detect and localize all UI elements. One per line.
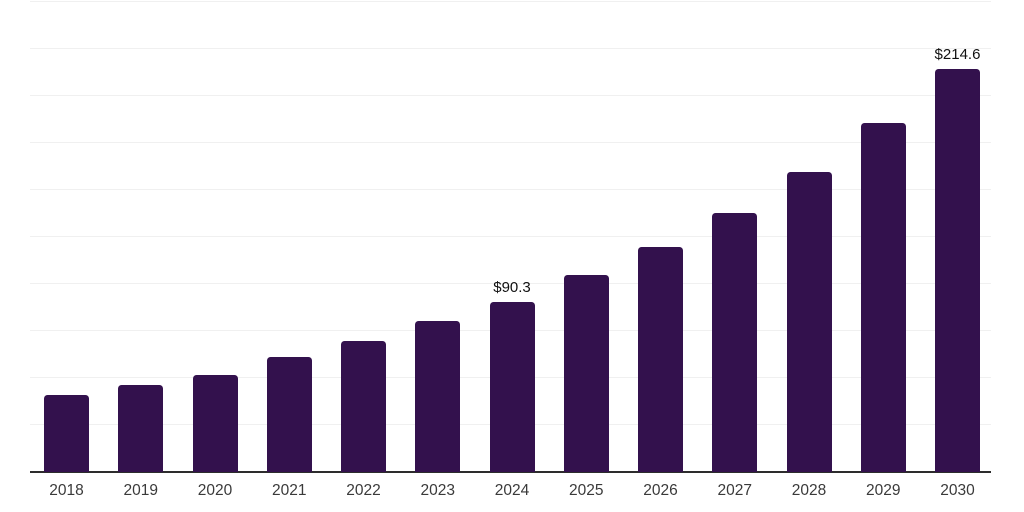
- bar-2023: [415, 321, 461, 472]
- x-tick-label-2020: 2020: [197, 482, 233, 499]
- x-tick-label-2029: 2029: [866, 482, 901, 499]
- gridline: [30, 48, 991, 49]
- bar-value-label-2030: $214.6: [934, 45, 981, 63]
- x-tick-label-2030: 2030: [940, 482, 975, 499]
- bar-2029: [860, 123, 906, 472]
- x-tick-label-2018: 2018: [49, 482, 84, 499]
- gridline: [30, 189, 991, 190]
- bar-2028: [786, 171, 832, 472]
- bar-2020: [192, 375, 238, 472]
- plot-area: $90.3 $214.6: [30, 1, 991, 473]
- bar-2018: [44, 394, 89, 472]
- bar-value-label-2024: $90.3: [493, 279, 531, 297]
- bar-2021: [266, 356, 312, 472]
- gridline: [30, 95, 991, 96]
- x-tick-label-2025: 2025: [569, 482, 604, 499]
- bar-2019: [118, 384, 164, 472]
- gridline: [30, 283, 991, 284]
- x-tick-label-2022: 2022: [346, 482, 381, 499]
- bar-2027: [712, 212, 758, 472]
- bar-2030: [935, 68, 980, 472]
- bar-2025: [563, 274, 609, 472]
- gridline: [30, 142, 991, 143]
- x-tick-label-2026: 2026: [643, 482, 678, 499]
- x-axis-line: [30, 471, 991, 473]
- x-tick-label-2024: 2024: [494, 482, 530, 499]
- x-axis: 2018 2019 2020 2021 2022 2023 2024 2025 2026 2027…: [30, 481, 991, 505]
- x-tick-label-2023: 2023: [420, 482, 455, 499]
- gridline: [30, 1, 991, 2]
- bar-2026: [638, 246, 683, 472]
- x-tick-label-2027: 2027: [717, 482, 752, 499]
- x-tick-label-2019: 2019: [123, 482, 158, 499]
- x-tick-label-2021: 2021: [272, 482, 307, 499]
- x-tick-label-2028: 2028: [791, 482, 827, 499]
- gridline: [30, 236, 991, 237]
- bar-2022: [341, 340, 386, 472]
- bar-2024: [489, 302, 535, 472]
